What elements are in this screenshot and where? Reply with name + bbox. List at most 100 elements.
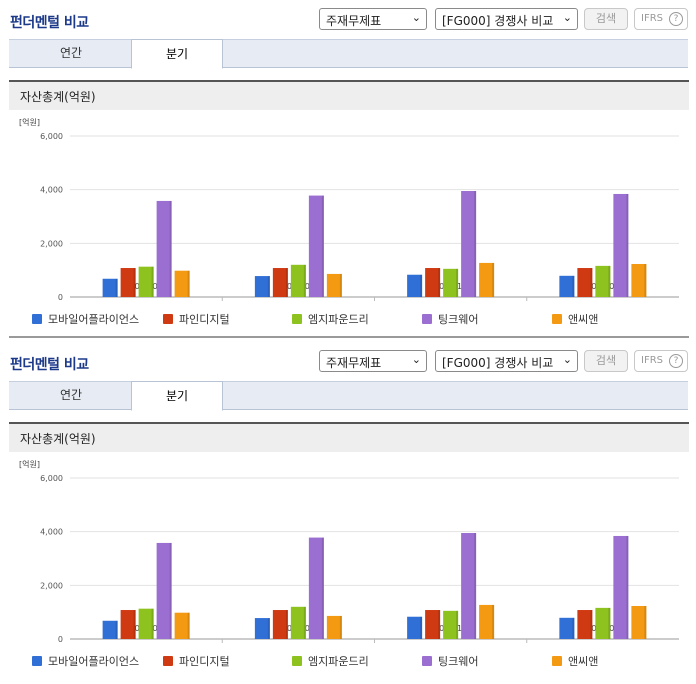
bar[interactable] xyxy=(290,264,306,297)
bar[interactable] xyxy=(254,618,270,639)
compare-select[interactable]: [FG000] 경쟁사 비교 ⌄ xyxy=(435,8,578,30)
legend-swatch xyxy=(292,656,302,666)
bar[interactable] xyxy=(120,610,136,639)
bar[interactable] xyxy=(479,262,495,297)
bar[interactable] xyxy=(156,200,172,297)
bar-shade xyxy=(133,268,136,297)
bar[interactable] xyxy=(254,276,270,297)
legend-swatch xyxy=(32,656,42,666)
bar[interactable] xyxy=(102,620,118,639)
bar[interactable] xyxy=(613,535,629,639)
bar[interactable] xyxy=(559,617,575,639)
ifrs-label: IFRS xyxy=(641,13,663,24)
bar[interactable] xyxy=(407,616,423,639)
ifrs-button[interactable]: IFRS ? xyxy=(634,8,688,30)
legend-item[interactable]: 팅크웨어 xyxy=(422,313,478,327)
legend-item[interactable]: 팅크웨어 xyxy=(422,655,478,669)
legend-swatch xyxy=(552,314,562,324)
bar[interactable] xyxy=(443,610,459,639)
statement-select[interactable]: 주재무제표 ⌄ xyxy=(319,350,427,372)
tab-quarterly[interactable]: 분기 xyxy=(131,381,223,411)
bar-shade xyxy=(303,264,306,297)
bar[interactable] xyxy=(308,195,324,297)
bar[interactable] xyxy=(326,615,342,639)
legend-item[interactable]: 앤씨앤 xyxy=(552,313,598,327)
bar[interactable] xyxy=(631,263,647,297)
bar[interactable] xyxy=(138,266,154,297)
bar[interactable] xyxy=(577,268,593,297)
legend-item[interactable]: 모바일어플라이언스 xyxy=(32,655,139,669)
bar[interactable] xyxy=(595,265,611,297)
legend-item[interactable]: 엠지파운드리 xyxy=(292,655,369,669)
bar[interactable] xyxy=(290,606,306,639)
bar[interactable] xyxy=(407,274,423,297)
tab-annual[interactable]: 연간 xyxy=(59,46,83,60)
legend-item[interactable]: 엠지파운드리 xyxy=(292,313,369,327)
bar[interactable] xyxy=(425,610,441,639)
bar[interactable] xyxy=(138,608,154,639)
bar[interactable] xyxy=(174,612,190,639)
bar[interactable] xyxy=(308,537,324,639)
panel-title: 펀더멘털 비교 xyxy=(10,357,89,373)
bar[interactable] xyxy=(120,268,136,297)
section-title: 자산총계(억원) xyxy=(20,432,96,446)
bar-shade xyxy=(420,616,423,639)
legend-item[interactable]: 모바일어플라이언스 xyxy=(32,313,139,327)
legend-label: 모바일어플라이언스 xyxy=(48,313,140,326)
y-tick-label: 0 xyxy=(58,635,63,644)
help-icon[interactable]: ? xyxy=(669,12,683,26)
bar-shade xyxy=(438,610,441,639)
compare-select[interactable]: [FG000] 경쟁사 비교 ⌄ xyxy=(435,350,578,372)
bar-shade xyxy=(115,620,118,639)
tab-quarterly[interactable]: 분기 xyxy=(131,39,223,69)
bar-shade xyxy=(187,612,190,639)
legend-swatch xyxy=(163,314,173,324)
legend-label: 파인디지털 xyxy=(179,313,230,326)
search-button[interactable]: 검색 xyxy=(584,350,628,372)
bar[interactable] xyxy=(479,604,495,639)
legend-label: 파인디지털 xyxy=(179,655,230,668)
legend-label: 팅크웨어 xyxy=(438,313,479,326)
search-button[interactable]: 검색 xyxy=(584,8,628,30)
tab-annual[interactable]: 연간 xyxy=(59,388,83,402)
bar[interactable] xyxy=(559,275,575,297)
bar[interactable] xyxy=(631,605,647,639)
bar[interactable] xyxy=(102,278,118,297)
bar-shade xyxy=(133,610,136,639)
bar[interactable] xyxy=(613,193,629,297)
help-icon[interactable]: ? xyxy=(669,354,683,368)
bar[interactable] xyxy=(174,270,190,297)
bar-shade xyxy=(285,610,288,639)
compare-select-value: [FG000] 경쟁사 비교 xyxy=(442,356,554,370)
section-header: 자산총계(억원) xyxy=(9,80,689,110)
bar[interactable] xyxy=(326,273,342,297)
bar-shade xyxy=(608,607,611,639)
bar-shade xyxy=(420,274,423,297)
bar[interactable] xyxy=(272,610,288,639)
bar-shade xyxy=(492,604,495,639)
bar[interactable] xyxy=(272,268,288,297)
ifrs-button[interactable]: IFRS ? xyxy=(634,350,688,372)
bar-shade xyxy=(187,270,190,297)
bar[interactable] xyxy=(595,607,611,639)
bar-shade xyxy=(339,273,342,297)
divider xyxy=(9,336,689,338)
bar[interactable] xyxy=(425,268,441,297)
bar[interactable] xyxy=(461,191,477,297)
chevron-down-icon: ⌄ xyxy=(562,353,572,366)
statement-select[interactable]: 주재무제표 ⌄ xyxy=(319,8,427,30)
bar-shade xyxy=(456,268,459,297)
legend-item[interactable]: 앤씨앤 xyxy=(552,655,598,669)
legend-item[interactable]: 파인디지털 xyxy=(163,655,230,669)
bar[interactable] xyxy=(577,610,593,639)
bar-shade xyxy=(151,266,154,297)
legend-item[interactable]: 파인디지털 xyxy=(163,313,230,327)
bar-shade xyxy=(339,615,342,639)
bar[interactable] xyxy=(156,542,172,639)
bar[interactable] xyxy=(443,268,459,297)
section-header: 자산총계(억원) xyxy=(9,422,689,452)
chevron-down-icon: ⌄ xyxy=(562,11,572,24)
bar[interactable] xyxy=(461,533,477,639)
bar-shade xyxy=(644,263,647,297)
y-tick-label: 0 xyxy=(58,293,63,302)
